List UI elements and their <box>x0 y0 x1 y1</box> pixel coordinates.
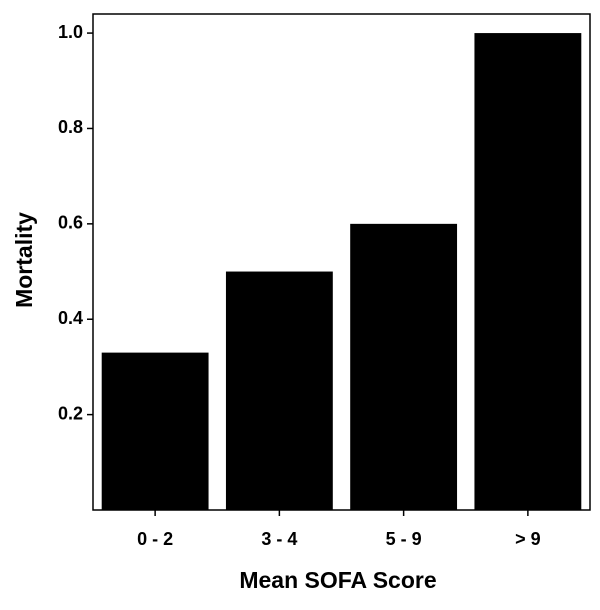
x-tick-label: > 9 <box>515 529 541 549</box>
y-tick-label: 0.2 <box>58 403 83 423</box>
x-tick-label: 3 - 4 <box>261 529 297 549</box>
bar <box>350 223 458 510</box>
y-tick-label: 0.4 <box>58 308 83 328</box>
x-tick-label: 0 - 2 <box>137 529 173 549</box>
y-tick-label: 0.6 <box>58 213 83 233</box>
y-tick-label: 1.0 <box>58 22 83 42</box>
y-tick-label: 0.8 <box>58 117 83 137</box>
bar <box>101 352 209 510</box>
bar <box>225 271 333 510</box>
x-axis-title: Mean SOFA Score <box>239 567 436 593</box>
bar <box>474 33 582 510</box>
y-axis-title: Mortality <box>11 212 37 308</box>
x-tick-label: 5 - 9 <box>386 529 422 549</box>
